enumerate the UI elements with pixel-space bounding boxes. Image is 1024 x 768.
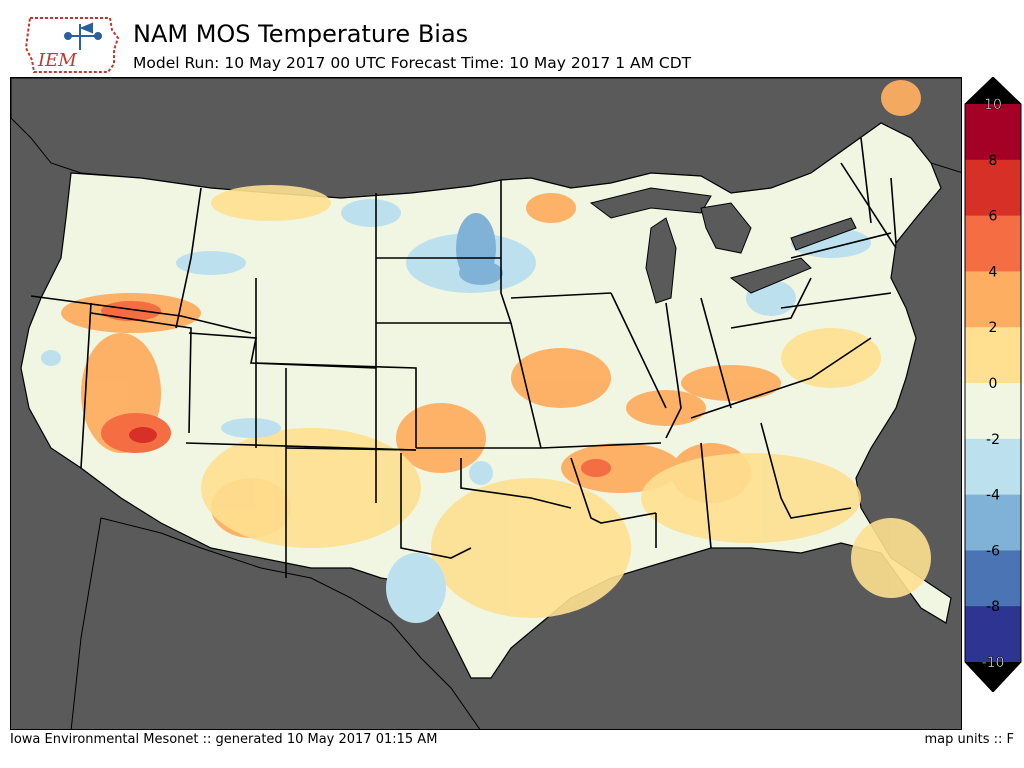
colorbar-segment xyxy=(965,271,1021,328)
colorbar-tick-label: -6 xyxy=(986,543,1000,559)
contour-cool-2-4 xyxy=(456,213,503,285)
us-bias-map xyxy=(11,78,961,729)
colorbar-segment xyxy=(965,159,1021,217)
colorbar-tick-label: 10 xyxy=(984,97,1002,113)
colorbar-tick-label: -2 xyxy=(986,432,1000,448)
mexico-land xyxy=(70,517,481,729)
colorbar-labels: 10 8 6 4 2 0 -2 -4 -6 -8 -10 xyxy=(981,97,1005,672)
colorbar-segment xyxy=(965,215,1021,272)
contour-warm-6-8 xyxy=(129,427,157,443)
state-borders xyxy=(30,137,897,578)
colorbar-tick-label: 0 xyxy=(989,376,998,392)
weather-instrument-icon xyxy=(64,22,102,50)
map-panel xyxy=(10,77,962,730)
page-subtitle: Model Run: 10 May 2017 00 UTC Forecast T… xyxy=(133,54,692,72)
colorbar: 10 8 6 4 2 0 -2 -4 -6 -8 -10 xyxy=(964,77,1022,692)
colorbar-tick-label: 4 xyxy=(989,264,998,280)
contour-warm-0-2 xyxy=(201,185,931,618)
iem-logo: IEM xyxy=(24,17,120,73)
iowa-state-outline xyxy=(24,17,120,73)
colorbar-tick-label: 6 xyxy=(989,209,998,225)
colorbar-segment xyxy=(965,327,1021,384)
logo-text: IEM xyxy=(37,50,77,71)
colorbar-segment xyxy=(965,438,1021,496)
colorbar-extend-max xyxy=(965,77,1021,104)
colorbar-segments xyxy=(964,77,1022,692)
contour-warm-2-4 xyxy=(61,80,921,538)
colorbar-segment xyxy=(965,550,1021,607)
colorbar-tick-label: -8 xyxy=(986,599,1000,615)
colorbar-segment xyxy=(965,606,1021,663)
colorbar-segment xyxy=(965,494,1021,551)
colorbar-extend-min xyxy=(965,662,1021,692)
great-lakes xyxy=(589,187,857,304)
colorbar-tick-label: -10 xyxy=(982,655,1005,671)
page-title: NAM MOS Temperature Bias xyxy=(133,20,469,48)
colorbar-tick-label: 8 xyxy=(989,153,998,169)
colorbar-segment xyxy=(965,104,1021,161)
colorbar-segment xyxy=(965,383,1021,440)
colorbar-tick-label: -4 xyxy=(986,488,1000,504)
footer-credit: Iowa Environmental Mesonet :: generated … xyxy=(10,732,438,747)
colorbar-tick-label: 2 xyxy=(989,320,998,336)
footer-units: map units :: F xyxy=(924,732,1014,747)
